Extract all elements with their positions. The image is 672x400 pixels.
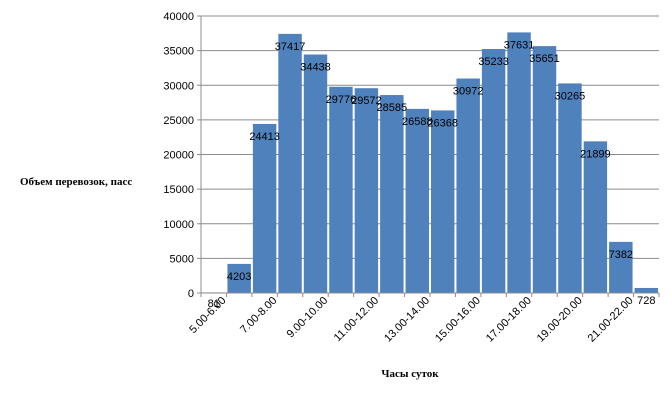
- bar: [227, 263, 251, 293]
- bar: [456, 78, 480, 294]
- bar: [609, 241, 633, 293]
- data-label: 728: [637, 295, 655, 307]
- y-tick-label: 20000: [163, 150, 194, 162]
- bar: [634, 287, 658, 293]
- data-label: 28585: [377, 102, 408, 114]
- x-tick-label: 21.00-22.00: [586, 295, 636, 345]
- bar: [354, 88, 379, 293]
- x-tick-label: 7.00-8.00: [238, 295, 279, 336]
- data-label: 24413: [249, 131, 280, 143]
- x-tick-label: 13.00-14.00: [382, 295, 432, 345]
- y-tick-label: 35000: [163, 46, 194, 58]
- y-axis-label: Объем перевозок, пасс: [20, 176, 132, 188]
- x-tick-label: 9.00-10.00: [285, 295, 331, 341]
- y-tick-label: 30000: [163, 80, 194, 92]
- data-label: 29572: [351, 95, 382, 107]
- data-label: 29776: [326, 94, 357, 106]
- bar: [303, 54, 328, 294]
- y-tick-labels: 0 5000 10000 15000 20000 25000 30000 35000 40000: [163, 11, 194, 300]
- data-label: 30265: [555, 90, 586, 102]
- bar: [431, 110, 455, 293]
- y-tick-label: 25000: [163, 115, 194, 127]
- bar: [583, 141, 608, 293]
- x-axis-label: Часы суток: [381, 368, 439, 380]
- data-label: 37417: [275, 41, 306, 53]
- x-tick-label: 15.00-16.00: [433, 295, 483, 345]
- y-tick-label: 40000: [163, 11, 194, 23]
- x-tick-labels: 5.00-6.00 7.00-8.00 9.00-10.00 11.00-12.00 1…: [187, 295, 635, 345]
- data-label: 34438: [300, 62, 331, 74]
- bar: [558, 83, 582, 293]
- x-tick-label: 11.00-12.00: [332, 295, 381, 344]
- data-label: 30972: [453, 86, 484, 98]
- axes: [197, 15, 660, 297]
- data-label: 81: [208, 298, 220, 310]
- y-tick-label: 10000: [163, 219, 194, 231]
- data-label: 35233: [478, 56, 509, 68]
- x-tick-label: 19.00-20.00: [535, 295, 585, 345]
- data-label: 26368: [427, 117, 458, 129]
- bar: [278, 33, 302, 294]
- bar: [481, 49, 506, 293]
- y-tick-label: 0: [188, 288, 194, 300]
- bar: [252, 123, 277, 293]
- data-label: 4203: [227, 271, 251, 283]
- bar: [405, 108, 429, 293]
- data-label: 35651: [529, 53, 560, 65]
- data-label: 21899: [580, 148, 611, 160]
- data-label: 37631: [504, 39, 535, 51]
- bar: [507, 32, 531, 293]
- data-label: 7382: [609, 249, 633, 261]
- y-tick-label: 15000: [163, 184, 194, 196]
- grid-lines: [201, 15, 659, 259]
- data-label: 26588: [402, 116, 433, 128]
- bar: [380, 95, 404, 293]
- bar: [532, 46, 557, 294]
- bars: [202, 32, 658, 294]
- x-tick-label: 17.00-18.00: [484, 295, 534, 345]
- y-tick-label: 5000: [170, 253, 194, 265]
- bar: [329, 86, 353, 293]
